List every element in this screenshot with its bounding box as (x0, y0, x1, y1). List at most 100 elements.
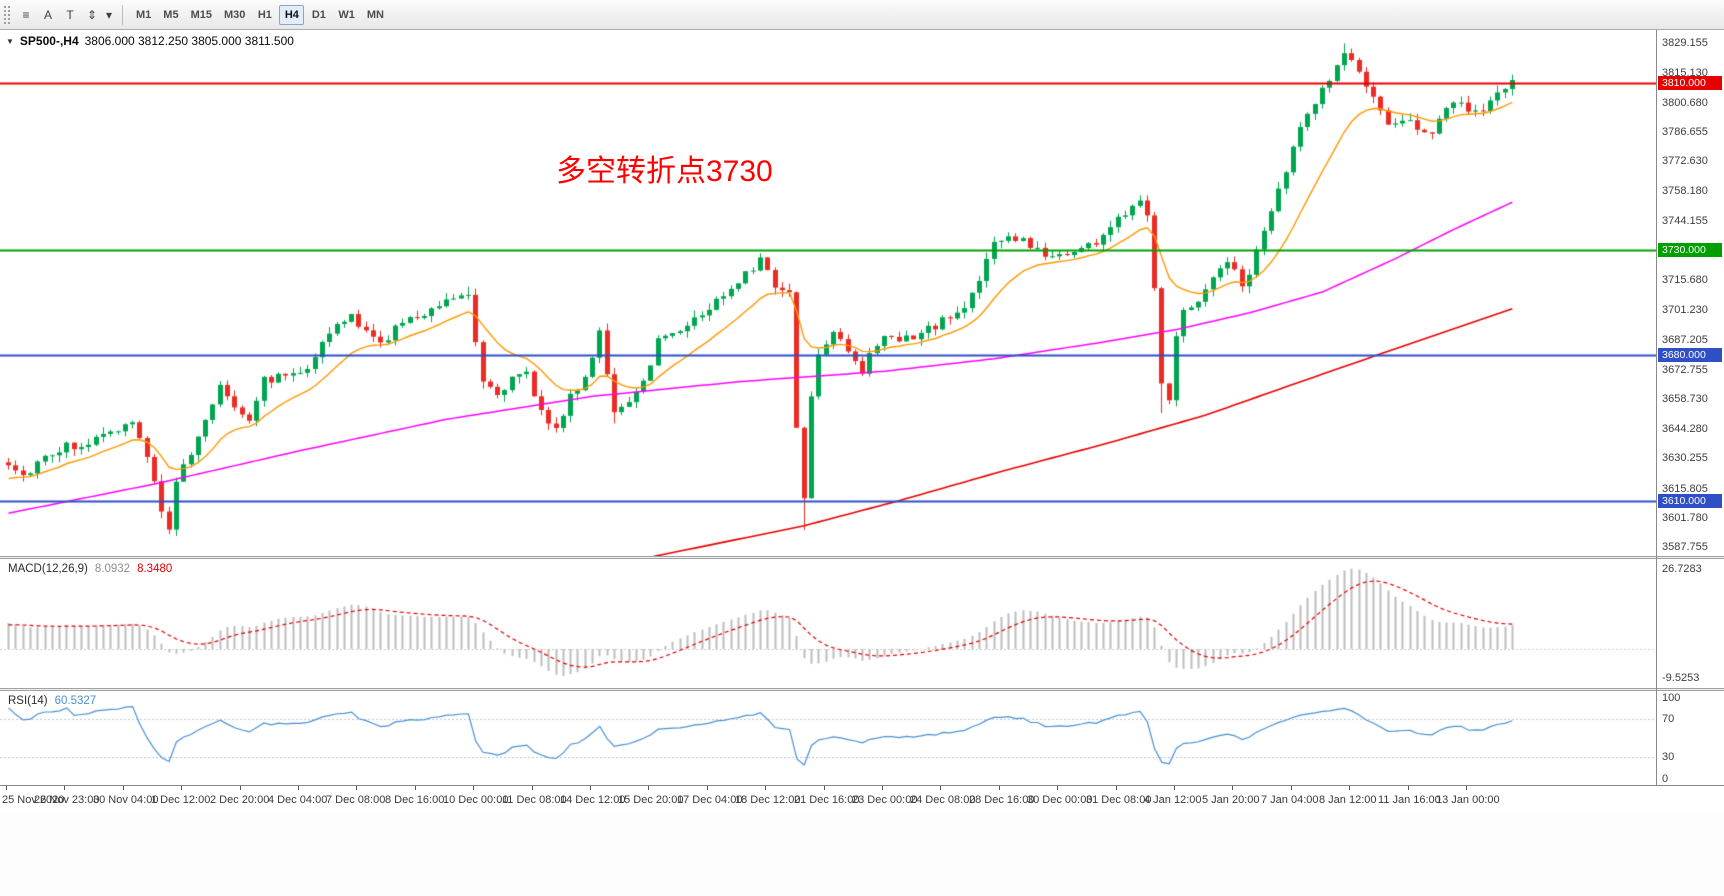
time-axis-label: 18 Dec 12:00 (735, 794, 801, 806)
time-axis-label: 30 Dec 00:00 (1027, 794, 1093, 806)
price-tag: 3730.000 (1658, 243, 1722, 258)
rsi-value: 60.5327 (54, 695, 97, 707)
time-axis-tick (532, 786, 533, 790)
price-axis-label: 3672.755 (1662, 363, 1708, 376)
price-axis-label: 3587.755 (1662, 541, 1708, 554)
price-tag: 3810.000 (1658, 76, 1722, 91)
rsi-axis-label: 100 (1662, 692, 1681, 704)
timeframe-h1-button[interactable]: H1 (252, 5, 277, 25)
main-chart-panel: ▼ SP500-,H4 3806.000 3812.250 3805.000 3… (0, 30, 1656, 556)
price-axis-label: 3829.155 (1662, 37, 1708, 50)
time-axis-label: 31 Dec 08:00 (1086, 794, 1152, 806)
price-axis-label: 3687.205 (1662, 333, 1708, 346)
time-axis-tick (415, 786, 416, 790)
time-axis-tick (824, 786, 825, 790)
rsi-panel: RSI(14) 60.5327 (0, 691, 1656, 785)
macd-axis: 26.7283 -9.5253 (1657, 559, 1724, 688)
time-axis-label: 8 Jan 12:00 (1319, 794, 1377, 806)
rsi-axis: 100 70 30 0 (1657, 691, 1724, 785)
timeframe-h4-button[interactable]: H4 (279, 4, 305, 25)
timeframe-m15-button[interactable]: M15 (186, 5, 217, 25)
toolbar-grip[interactable] (4, 5, 10, 24)
time-axis-label: 26 Nov 23:00 (34, 794, 100, 806)
timeframe-d1-button[interactable]: D1 (306, 5, 331, 25)
price-axis-label: 3701.230 (1662, 304, 1708, 317)
one-click-trading-icon[interactable]: ▼ (6, 36, 14, 46)
time-axis-tick (882, 786, 883, 790)
panel-splitter-rsi[interactable] (0, 688, 1724, 691)
footer-empty-space (0, 813, 1724, 896)
price-axis-label: 3772.630 (1662, 155, 1708, 168)
time-axis-label: 23 Dec 00:00 (852, 794, 918, 806)
time-axis-label: 24 Dec 08:00 (910, 794, 976, 806)
macd-main-value: 8.0932 (94, 563, 131, 575)
price-tag: 3680.000 (1658, 347, 1722, 362)
panel-splitter-macd[interactable] (0, 556, 1724, 559)
time-axis[interactable]: 25 Nov 2020 26 Nov 23:00 30 Nov 04:00 1 Dec… (0, 785, 1724, 813)
price-chart-canvas[interactable] (0, 30, 1656, 556)
macd-signal-value: 8.3480 (137, 563, 173, 575)
text-tool-button[interactable]: T (59, 4, 81, 26)
rsi-axis-label: 70 (1662, 713, 1675, 726)
time-axis-tick (1116, 786, 1117, 790)
time-axis-tick (473, 786, 474, 790)
time-axis-label: 7 Dec 08:00 (326, 794, 386, 806)
time-axis-label: 30 Nov 04:00 (93, 794, 159, 806)
price-axis-label: 3815.130 (1662, 66, 1708, 79)
time-axis-tick (1057, 786, 1058, 790)
time-axis-label: 4 Dec 04:00 (268, 794, 328, 806)
time-axis-label: 10 Dec 00:00 (443, 794, 509, 806)
timeframe-m1-button[interactable]: M1 (131, 5, 156, 25)
price-axis-label: 3644.280 (1662, 423, 1708, 436)
macd-panel: MACD(12,26,9) 8.0932 8.3480 (0, 559, 1656, 688)
time-axis-label: 1 Dec 12:00 (151, 794, 211, 806)
time-axis-tick (123, 786, 124, 790)
time-axis-label: 28 Dec 16:00 (969, 794, 1035, 806)
price-axis: 3829.155 3815.130 3800.680 3786.655 3772.630… (1657, 30, 1724, 556)
time-axis-tick (1349, 786, 1350, 790)
time-axis-label: 11 Dec 08:00 (502, 794, 567, 806)
time-axis-tick (707, 786, 708, 790)
macd-canvas[interactable] (0, 559, 1656, 688)
toolbar-separator (122, 4, 123, 25)
macd-axis-label: 26.7283 (1662, 562, 1702, 575)
time-axis-label: 11 Jan 16:00 (1378, 794, 1441, 806)
rsi-name: RSI(14) (8, 695, 48, 707)
cursor-tool-button[interactable]: A (37, 4, 59, 26)
price-axis-label: 3744.155 (1662, 214, 1708, 227)
time-axis-label: 2 Dec 20:00 (210, 794, 270, 806)
time-axis-label: 15 Dec 20:00 (618, 794, 684, 806)
time-axis-tick (298, 786, 299, 790)
chart-annotation-text[interactable]: 多空转折点3730 (556, 155, 773, 188)
toolbox-button[interactable]: ≡ (15, 4, 37, 26)
time-axis-tick (590, 786, 591, 790)
time-axis-tick (1408, 786, 1409, 790)
price-axis-label: 3786.655 (1662, 125, 1708, 138)
time-axis-tick (64, 786, 65, 790)
price-axis-label: 3601.780 (1662, 511, 1708, 524)
timeframe-mn-button[interactable]: MN (362, 5, 389, 25)
crosshair-tool-button[interactable]: ⇕ (81, 4, 103, 26)
timeframe-m5-button[interactable]: M5 (158, 5, 183, 25)
rsi-canvas[interactable] (0, 691, 1656, 785)
price-axis-label: 3630.255 (1662, 452, 1708, 465)
time-axis-tick (181, 786, 182, 790)
chart-ohlc-values: 3806.000 3812.250 3805.000 3811.500 (84, 34, 294, 48)
tools-dropdown-button[interactable]: ▾ (103, 4, 115, 26)
chart-title: ▼ SP500-,H4 3806.000 3812.250 3805.000 3… (6, 34, 294, 48)
macd-label: MACD(12,26,9) 8.0932 8.3480 (8, 563, 172, 575)
rsi-axis-label: 0 (1662, 773, 1669, 785)
price-axis-label: 3800.680 (1662, 96, 1708, 109)
time-axis-tick (1466, 786, 1467, 790)
price-scale-border (1656, 30, 1657, 813)
time-axis-label: 14 Dec 12:00 (560, 794, 626, 806)
timeframe-w1-button[interactable]: W1 (333, 5, 360, 25)
time-axis-tick (1291, 786, 1292, 790)
time-axis-label: 25 Nov 2020 (2, 794, 65, 806)
timeframe-m30-button[interactable]: M30 (219, 5, 250, 25)
time-axis-label: 21 Dec 16:00 (794, 794, 860, 806)
time-axis-tick (940, 786, 941, 790)
macd-axis-label: -9.5253 (1662, 671, 1700, 684)
price-axis-label: 3758.180 (1662, 185, 1708, 198)
